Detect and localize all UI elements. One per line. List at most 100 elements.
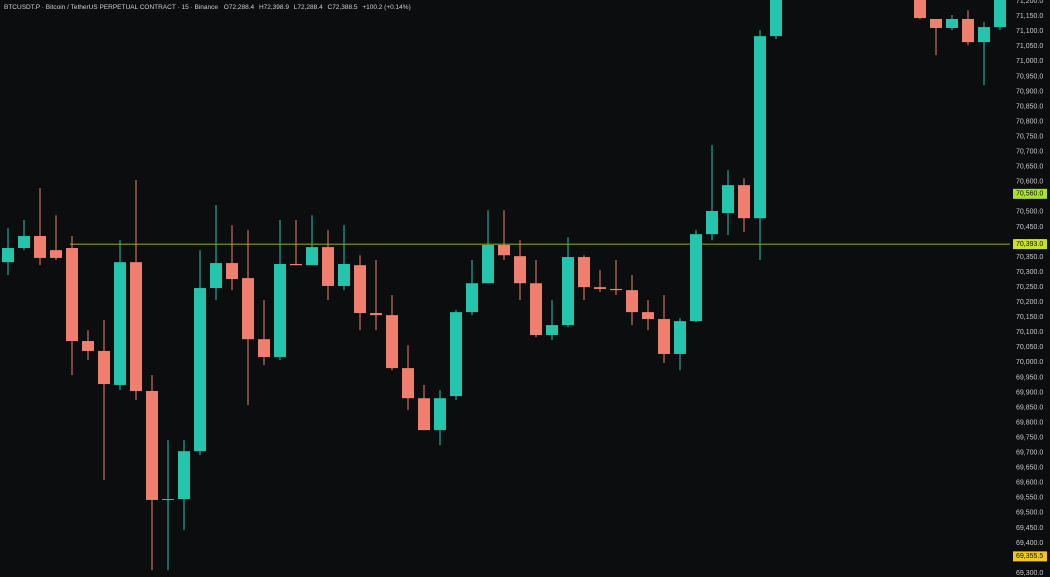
candle-body xyxy=(162,499,174,501)
price-marker-label: 69,355.5 xyxy=(1016,553,1043,560)
y-tick-label: 71,100.0 xyxy=(1016,28,1043,35)
symbol: BTCUSDT.P · Bitcoin / TetherUS PERPETUAL… xyxy=(4,4,218,11)
close-price: C72,388.5 xyxy=(328,4,358,11)
candle-body xyxy=(450,312,462,397)
price-marker xyxy=(1013,239,1047,250)
candle-body xyxy=(514,256,526,284)
y-tick-label: 70,800.0 xyxy=(1016,118,1043,125)
candle-body xyxy=(242,278,254,340)
candle-body xyxy=(306,247,318,266)
candle-body xyxy=(338,263,350,286)
candle-body xyxy=(658,319,670,354)
y-tick-label: 71,000.0 xyxy=(1016,58,1043,65)
candle-body xyxy=(674,321,686,354)
candle-body xyxy=(34,235,46,258)
candle-body xyxy=(274,263,286,357)
candle-body xyxy=(962,18,974,43)
y-tick-label: 70,000.0 xyxy=(1016,359,1043,366)
candle-body xyxy=(594,287,606,289)
candle-body xyxy=(370,313,382,316)
candle-body xyxy=(402,368,414,399)
open-price: O72,288.4 xyxy=(224,4,255,11)
price-marker xyxy=(1013,188,1047,199)
price-change: +100.2 (+0.14%) xyxy=(362,4,410,11)
candle-body xyxy=(194,288,206,452)
y-tick-label: 69,800.0 xyxy=(1016,419,1043,426)
y-tick-label: 70,100.0 xyxy=(1016,329,1043,336)
y-tick-label: 69,300.0 xyxy=(1016,570,1043,577)
y-tick-label: 69,400.0 xyxy=(1016,540,1043,547)
candle-body xyxy=(562,257,574,326)
y-tick-label: 70,600.0 xyxy=(1016,179,1043,186)
y-tick-label: 70,950.0 xyxy=(1016,73,1043,80)
candle-body xyxy=(546,325,558,336)
price-marker-label: 70,560.0 xyxy=(1016,191,1043,198)
y-tick-label: 69,550.0 xyxy=(1016,495,1043,502)
candle-body xyxy=(770,0,782,37)
y-tick-label: 69,450.0 xyxy=(1016,525,1043,532)
y-tick-label: 70,500.0 xyxy=(1016,209,1043,216)
chart-header: BTCUSDT.P · Bitcoin / TetherUS PERPETUAL… xyxy=(4,4,411,11)
candle-body xyxy=(482,245,494,284)
y-tick-label: 70,050.0 xyxy=(1016,344,1043,351)
candle-body xyxy=(322,247,334,286)
y-tick-label: 69,950.0 xyxy=(1016,374,1043,381)
candle-body xyxy=(258,339,270,357)
candle-body xyxy=(722,185,734,214)
y-tick-label: 69,500.0 xyxy=(1016,510,1043,517)
y-tick-label: 70,350.0 xyxy=(1016,254,1043,261)
y-tick-label: 69,600.0 xyxy=(1016,480,1043,487)
y-tick-label: 70,700.0 xyxy=(1016,149,1043,156)
candle-body xyxy=(226,263,238,280)
y-tick-label: 69,750.0 xyxy=(1016,434,1043,441)
y-tick-label: 70,200.0 xyxy=(1016,299,1043,306)
candle-body xyxy=(386,315,398,369)
low-price: L72,288.4 xyxy=(294,4,323,11)
y-tick-label: 69,700.0 xyxy=(1016,450,1043,457)
y-tick-label: 70,900.0 xyxy=(1016,88,1043,95)
candle-body xyxy=(82,341,94,351)
y-tick-label: 70,300.0 xyxy=(1016,269,1043,276)
y-tick-label: 70,850.0 xyxy=(1016,103,1043,110)
plot-area xyxy=(2,0,1010,571)
price-axis: 69,300.069,350.069,400.069,450.069,500.0… xyxy=(1013,0,1047,577)
candle-body xyxy=(18,235,30,249)
y-tick-label: 70,750.0 xyxy=(1016,133,1043,140)
candle-body xyxy=(914,0,926,19)
candle-body xyxy=(690,234,702,322)
y-tick-label: 70,450.0 xyxy=(1016,224,1043,231)
candle-body xyxy=(578,257,590,288)
candle-body xyxy=(706,210,718,235)
candle-body xyxy=(2,248,14,263)
candle-body xyxy=(946,18,958,28)
candle-body xyxy=(978,27,990,43)
candle-body xyxy=(146,390,158,500)
price-marker-label: 70,393.0 xyxy=(1016,241,1043,248)
candle-body xyxy=(418,398,430,431)
candle-body xyxy=(434,398,446,431)
candle-body xyxy=(930,18,942,28)
y-tick-label: 69,650.0 xyxy=(1016,465,1043,472)
candle-body xyxy=(994,0,1006,28)
candle-body xyxy=(114,262,126,385)
candle-body xyxy=(98,350,110,385)
y-tick-label: 70,650.0 xyxy=(1016,164,1043,171)
candle-body xyxy=(130,262,142,391)
candle-body xyxy=(642,312,654,320)
candle-body xyxy=(754,36,766,219)
y-tick-label: 71,150.0 xyxy=(1016,13,1043,20)
candle-body xyxy=(210,263,222,289)
candle-body xyxy=(626,290,638,313)
candle-body xyxy=(354,265,366,314)
y-tick-label: 69,850.0 xyxy=(1016,404,1043,411)
candle-body xyxy=(290,263,302,266)
candle-body xyxy=(466,283,478,313)
y-tick-label: 71,200.0 xyxy=(1016,0,1043,5)
candle-body xyxy=(66,248,78,342)
candle-body xyxy=(50,250,62,258)
y-tick-label: 70,250.0 xyxy=(1016,284,1043,291)
candle-body xyxy=(738,185,750,219)
candle-body xyxy=(498,245,510,256)
